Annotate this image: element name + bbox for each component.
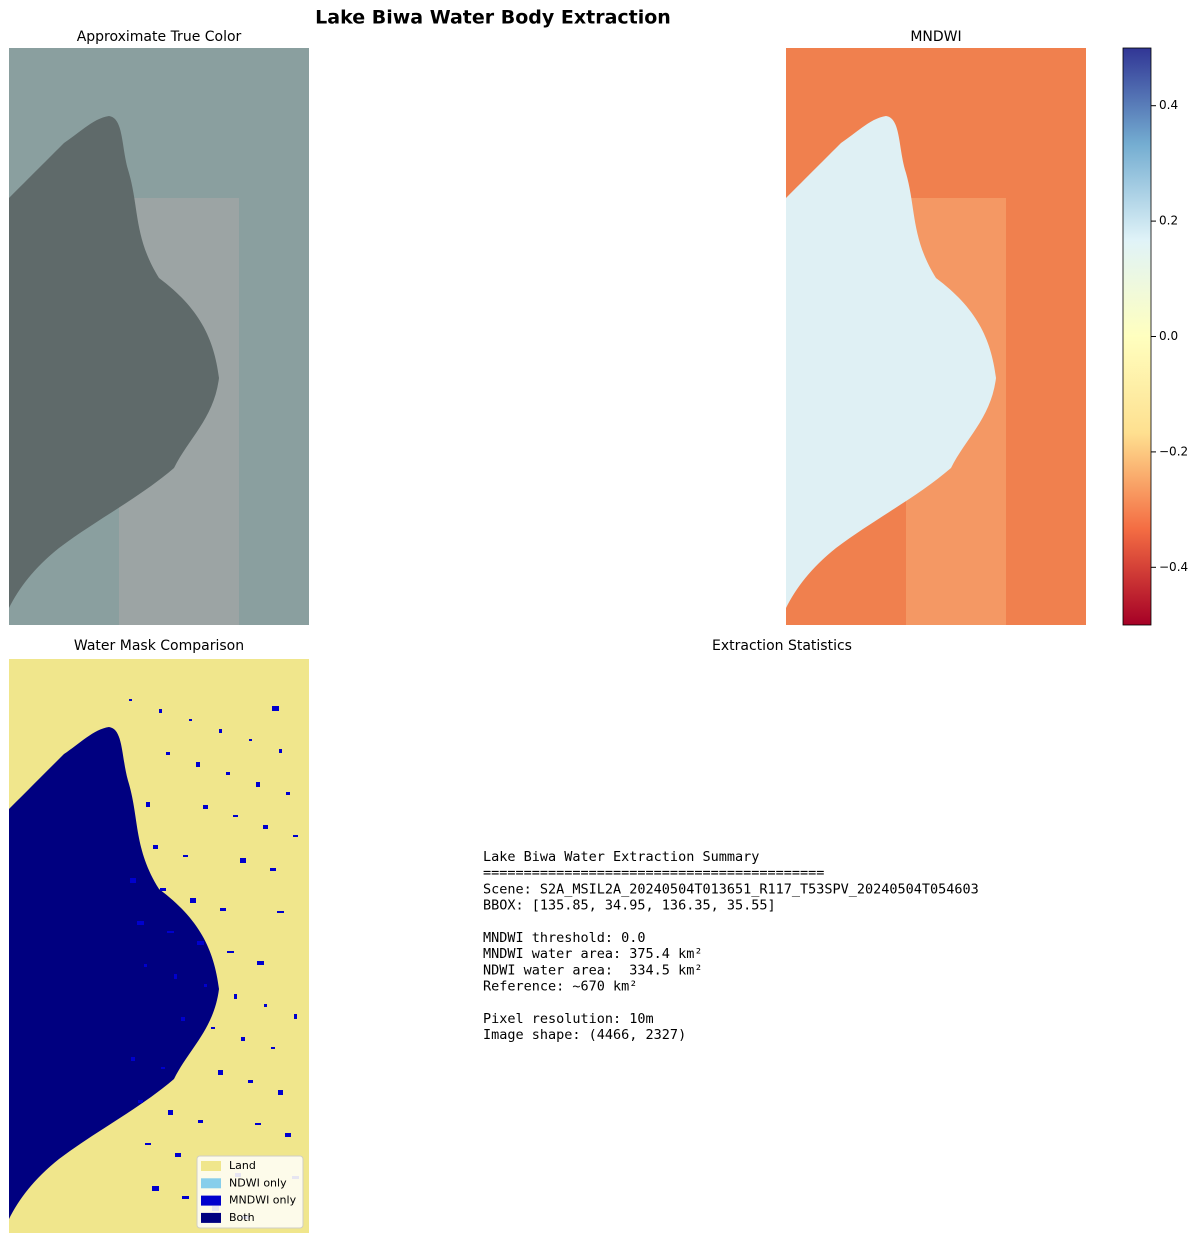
tick-label: 0.4: [1159, 98, 1178, 112]
figure-title: Lake Biwa Water Body Extraction: [315, 7, 671, 29]
mask-patch: [182, 1196, 189, 1199]
mask-patch: [131, 1057, 135, 1061]
mask-image: [9, 659, 309, 1233]
mask-patch: [174, 974, 177, 979]
mask-patch: [166, 752, 170, 755]
stats-line: Reference: ~670 km²: [483, 979, 637, 995]
mask-patch: [138, 1100, 143, 1103]
legend-label: Land: [229, 1159, 256, 1172]
mask-patch: [197, 941, 204, 945]
mask-patch: [153, 845, 158, 849]
mask-patch: [241, 1037, 245, 1041]
stats-text: Lake Biwa Water Extraction Summary======…: [483, 849, 979, 1043]
colorbar-scale: [1122, 47, 1152, 626]
stats-line: NDWI water area: 334.5 km²: [483, 962, 702, 978]
stats-line: MNDWI water area: 375.4 km²: [483, 946, 702, 962]
mask-patch: [219, 729, 222, 733]
mask-patch: [189, 719, 192, 721]
colorbar: −0.4 −0.2 0.0 0.2 0.4: [1122, 47, 1188, 626]
stats-line: MNDWI threshold: 0.0: [483, 930, 646, 946]
mask-patch: [277, 911, 284, 913]
stats-line: Pixel resolution: 10m: [483, 1011, 654, 1027]
mask-patch: [233, 815, 238, 817]
mask-patch: [211, 1027, 215, 1029]
mask-patch: [168, 1110, 173, 1115]
mask-patch: [137, 921, 144, 925]
mask-patch: [263, 825, 268, 829]
mndwi-image: [786, 48, 1086, 625]
mask-patch: [175, 1153, 181, 1157]
mask-patch: [226, 772, 230, 775]
mask-patch: [203, 805, 208, 809]
mask-patch: [240, 858, 246, 863]
mask-patch: [227, 951, 234, 953]
mask-patch: [294, 1014, 297, 1019]
mask-patch: [159, 709, 162, 713]
mask-patch: [270, 868, 276, 871]
mask-patch: [249, 739, 252, 741]
mask-patch: [167, 931, 174, 933]
legend-swatch: [201, 1212, 221, 1223]
mask-patch: [256, 782, 260, 787]
mask-patch: [130, 878, 136, 883]
tick-label: 0.0: [1159, 329, 1178, 343]
mask-patch: [145, 1143, 151, 1145]
legend-label: NDWI only: [229, 1176, 287, 1189]
panel-title: Extraction Statistics: [712, 638, 852, 654]
stats-line: Lake Biwa Water Extraction Summary: [483, 849, 759, 865]
mask-patch: [285, 1133, 291, 1137]
stats-line: ========================================…: [483, 865, 824, 881]
mask-patch: [248, 1080, 253, 1083]
mask-patch: [190, 898, 196, 903]
legend-label: Both: [229, 1211, 255, 1224]
mask-patch: [204, 984, 207, 987]
mask-patch: [278, 1090, 283, 1095]
mask-patch: [161, 1067, 165, 1069]
mask-patch: [220, 908, 226, 911]
tick-label: −0.4: [1159, 560, 1188, 574]
mask-patch: [272, 706, 279, 711]
panel-title: Approximate True Color: [77, 29, 242, 45]
mask-patch: [218, 1070, 223, 1075]
true-color-image: [9, 48, 309, 625]
mask-patch: [181, 1017, 185, 1021]
mask-patch: [152, 1186, 159, 1191]
mask-patch: [293, 835, 298, 837]
mask-patch: [271, 1047, 275, 1049]
mask-patch: [257, 961, 264, 965]
mask-patch: [146, 802, 150, 807]
legend: Land NDWI only MNDWI only Both: [196, 1155, 304, 1229]
mask-patch: [279, 749, 282, 753]
legend-label: MNDWI only: [229, 1194, 297, 1207]
panel-title: Water Mask Comparison: [74, 638, 244, 654]
mask-patch: [160, 888, 166, 891]
tick-label: −0.2: [1159, 444, 1188, 458]
mask-patch: [198, 1120, 203, 1123]
stats-line: Scene: S2A_MSIL2A_20240504T013651_R117_T…: [483, 881, 979, 897]
mask-patch: [196, 762, 200, 767]
legend-swatch: [201, 1161, 221, 1171]
tick-label: 0.2: [1159, 214, 1178, 228]
panel-title: MNDWI: [910, 29, 961, 45]
legend-swatch: [201, 1178, 221, 1189]
stats-line: Image shape: (4466, 2327): [483, 1027, 686, 1043]
mask-patch: [144, 964, 147, 967]
legend-swatch: [201, 1195, 221, 1206]
mask-patch: [286, 792, 290, 795]
mask-patch: [264, 1004, 267, 1007]
mask-patch: [129, 699, 132, 701]
mask-patch: [234, 994, 237, 999]
mask-patch: [183, 855, 188, 857]
stats-line: BBOX: [135.85, 34.95, 136.35, 35.55]: [483, 898, 776, 914]
mask-patch: [255, 1123, 261, 1125]
